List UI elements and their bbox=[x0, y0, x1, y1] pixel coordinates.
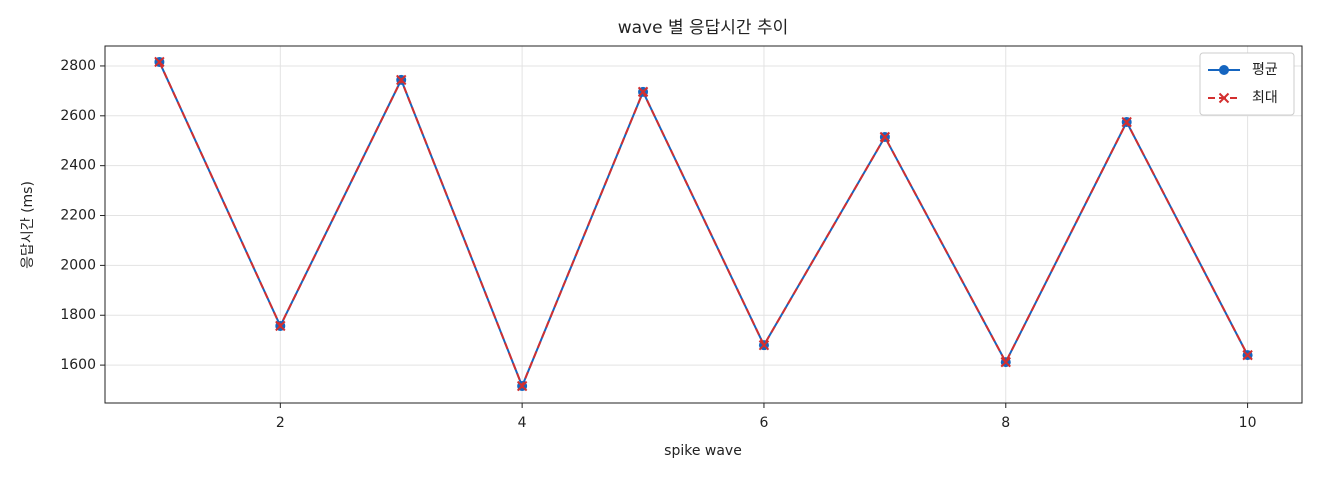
x-tick-label: 6 bbox=[759, 415, 768, 431]
point bbox=[396, 74, 407, 86]
point bbox=[1242, 349, 1253, 361]
legend-label: 최대 bbox=[1252, 90, 1278, 106]
point bbox=[1121, 116, 1132, 128]
series-line bbox=[158, 61, 1249, 389]
y-tick-label: 2800 bbox=[60, 58, 96, 74]
point bbox=[275, 320, 286, 332]
y-tick-label: 2000 bbox=[60, 257, 96, 273]
point bbox=[516, 380, 528, 392]
y-tick-label: 2200 bbox=[60, 208, 96, 224]
legend-marker bbox=[1219, 65, 1229, 75]
plot-frame bbox=[104, 45, 1303, 404]
point bbox=[154, 56, 165, 68]
point bbox=[1000, 356, 1011, 368]
x-tick-label: 10 bbox=[1239, 415, 1257, 431]
x-axis-label: spike wave bbox=[664, 443, 742, 459]
chart-title: wave 별 응답시간 추이 bbox=[618, 18, 789, 38]
y-axis-label: 응답시간 (ms) bbox=[20, 181, 36, 269]
point bbox=[879, 131, 891, 143]
point bbox=[758, 339, 770, 351]
legend-marker bbox=[1218, 92, 1230, 104]
x-tick-label: 8 bbox=[1001, 415, 1010, 431]
point bbox=[637, 86, 649, 98]
x-tick-label: 4 bbox=[518, 415, 527, 431]
x-tick-label: 2 bbox=[276, 415, 285, 431]
y-tick-label: 1800 bbox=[60, 307, 96, 323]
y-tick-label: 1600 bbox=[60, 357, 96, 373]
y-tick-label: 2600 bbox=[60, 108, 96, 124]
legend-label: 평균 bbox=[1252, 62, 1278, 78]
y-tick-label: 2400 bbox=[60, 158, 96, 174]
legend-box bbox=[1199, 52, 1295, 116]
